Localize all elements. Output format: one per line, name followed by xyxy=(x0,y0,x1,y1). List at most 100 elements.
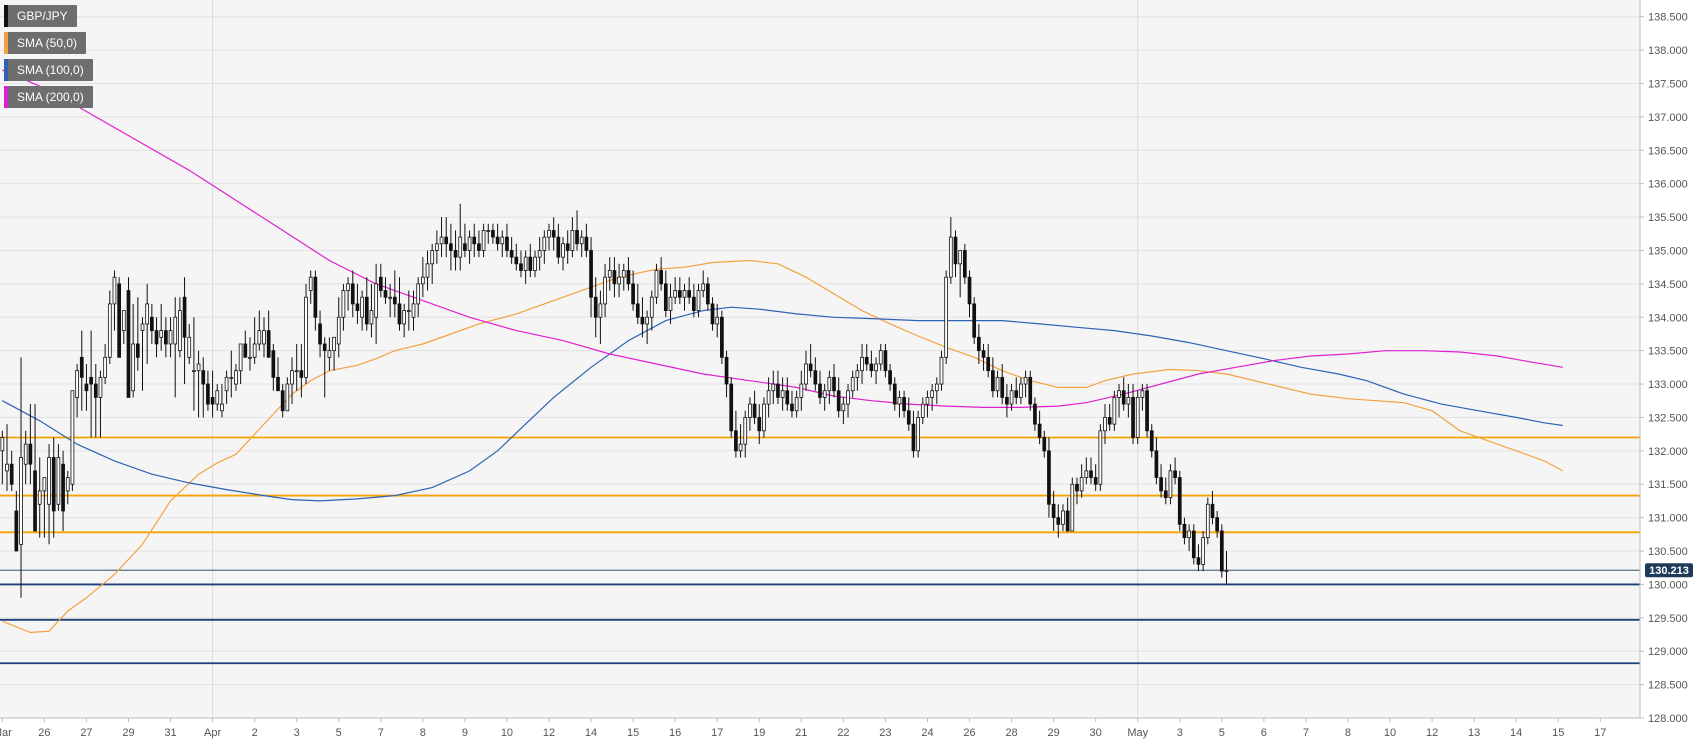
candle-body-up xyxy=(112,276,117,305)
candle-body-up xyxy=(771,383,776,392)
candle xyxy=(1112,390,1117,431)
candle-body-down xyxy=(1075,483,1079,492)
candle-body-down xyxy=(266,330,271,358)
legend-item-symbol[interactable]: GBP/JPY xyxy=(4,5,77,27)
candle-body-up xyxy=(547,230,551,238)
candle xyxy=(378,263,383,298)
legend-label-sma-200: SMA (200,0) xyxy=(17,90,84,104)
candle xyxy=(1177,470,1182,531)
candle-body-up xyxy=(406,310,411,312)
candle-body-up xyxy=(285,383,290,412)
candle-body-up xyxy=(140,323,145,332)
candle-body-up xyxy=(416,283,421,305)
candle-body-up xyxy=(131,343,136,392)
candle xyxy=(635,283,640,324)
candle xyxy=(346,277,350,311)
candle-body-down xyxy=(663,283,668,311)
candle-body-up xyxy=(486,230,491,232)
candle xyxy=(888,364,892,391)
y-tick-label: 130.000 xyxy=(1648,579,1688,591)
candle-body-up xyxy=(621,270,626,278)
candle xyxy=(140,317,145,391)
x-tick-label: Mar xyxy=(0,727,12,739)
candle-body-up xyxy=(346,283,350,291)
candle-body-up xyxy=(537,250,542,258)
candle xyxy=(154,317,159,358)
candle xyxy=(70,390,75,491)
candle xyxy=(1140,384,1145,411)
y-tick-label: 131.500 xyxy=(1648,479,1688,491)
candle-body-down xyxy=(280,390,285,412)
candle xyxy=(383,277,388,304)
candle-body-up xyxy=(215,390,220,405)
candle-body-up xyxy=(173,316,178,345)
candle xyxy=(299,343,304,398)
candle-body-down xyxy=(864,356,869,365)
candle xyxy=(1205,497,1210,545)
candle-body-up xyxy=(523,256,528,271)
candle-body-up xyxy=(500,236,505,245)
candle xyxy=(818,370,822,405)
candle-body-down xyxy=(117,283,121,358)
y-tick-label: 133.500 xyxy=(1648,346,1688,358)
candle xyxy=(734,410,738,458)
candle-body-down xyxy=(14,510,19,552)
candle xyxy=(210,370,215,418)
candle xyxy=(355,283,360,324)
legend-item-sma-100[interactable]: SMA (100,0) xyxy=(4,59,93,81)
x-tick-label: 5 xyxy=(336,727,342,739)
candle xyxy=(1079,464,1084,498)
candle xyxy=(336,297,341,358)
last-price-label: 130.213 xyxy=(1649,565,1689,577)
candle xyxy=(1028,370,1033,411)
candle-body-down xyxy=(691,296,696,311)
candle-body-up xyxy=(178,310,182,352)
legend-item-sma-200[interactable]: SMA (200,0) xyxy=(4,86,93,108)
candle-body-down xyxy=(206,383,210,405)
legend-item-sma-50[interactable]: SMA (50,0) xyxy=(4,32,87,54)
legend-label-sma-100: SMA (100,0) xyxy=(17,63,84,77)
candle-body-down xyxy=(953,236,958,265)
candle xyxy=(56,444,61,511)
candle-body-down xyxy=(757,417,762,432)
candle xyxy=(5,424,9,491)
candle-body-down xyxy=(1093,477,1098,485)
candle-body-down xyxy=(677,290,682,298)
x-tick-label: 15 xyxy=(627,727,639,739)
candle-body-up xyxy=(294,370,299,373)
candle xyxy=(710,297,715,331)
candle-body-up xyxy=(1140,390,1145,398)
y-tick-label: 135.000 xyxy=(1648,245,1688,257)
candle-body-up xyxy=(948,236,953,278)
candle xyxy=(257,310,262,351)
candle-body-up xyxy=(196,363,201,372)
candle xyxy=(1131,384,1135,445)
candle xyxy=(696,283,701,318)
candle xyxy=(1201,530,1205,572)
candle xyxy=(98,370,103,438)
candle-body-down xyxy=(659,270,663,285)
y-tick-label: 130.500 xyxy=(1648,546,1688,558)
candle xyxy=(416,277,421,318)
candle-body-down xyxy=(752,403,757,418)
y-tick-label: 136.000 xyxy=(1648,179,1688,191)
candle-body-up xyxy=(47,457,51,505)
candle xyxy=(271,343,276,391)
candle-body-down xyxy=(626,270,631,285)
candle xyxy=(406,290,411,331)
candle xyxy=(467,230,472,264)
candle-body-down xyxy=(397,303,402,325)
candle xyxy=(523,250,528,284)
candle xyxy=(1093,464,1098,491)
candle-body-up xyxy=(762,403,766,432)
candle-body-up xyxy=(607,270,612,278)
candle xyxy=(1219,524,1224,578)
candle-body-up xyxy=(145,303,150,325)
candle-body-up xyxy=(668,296,673,311)
candle xyxy=(248,337,252,371)
candle xyxy=(1070,477,1075,532)
candle xyxy=(369,283,374,338)
sma-line xyxy=(2,259,1564,634)
candle-body-up xyxy=(1205,503,1210,539)
candle-body-down xyxy=(164,330,168,345)
